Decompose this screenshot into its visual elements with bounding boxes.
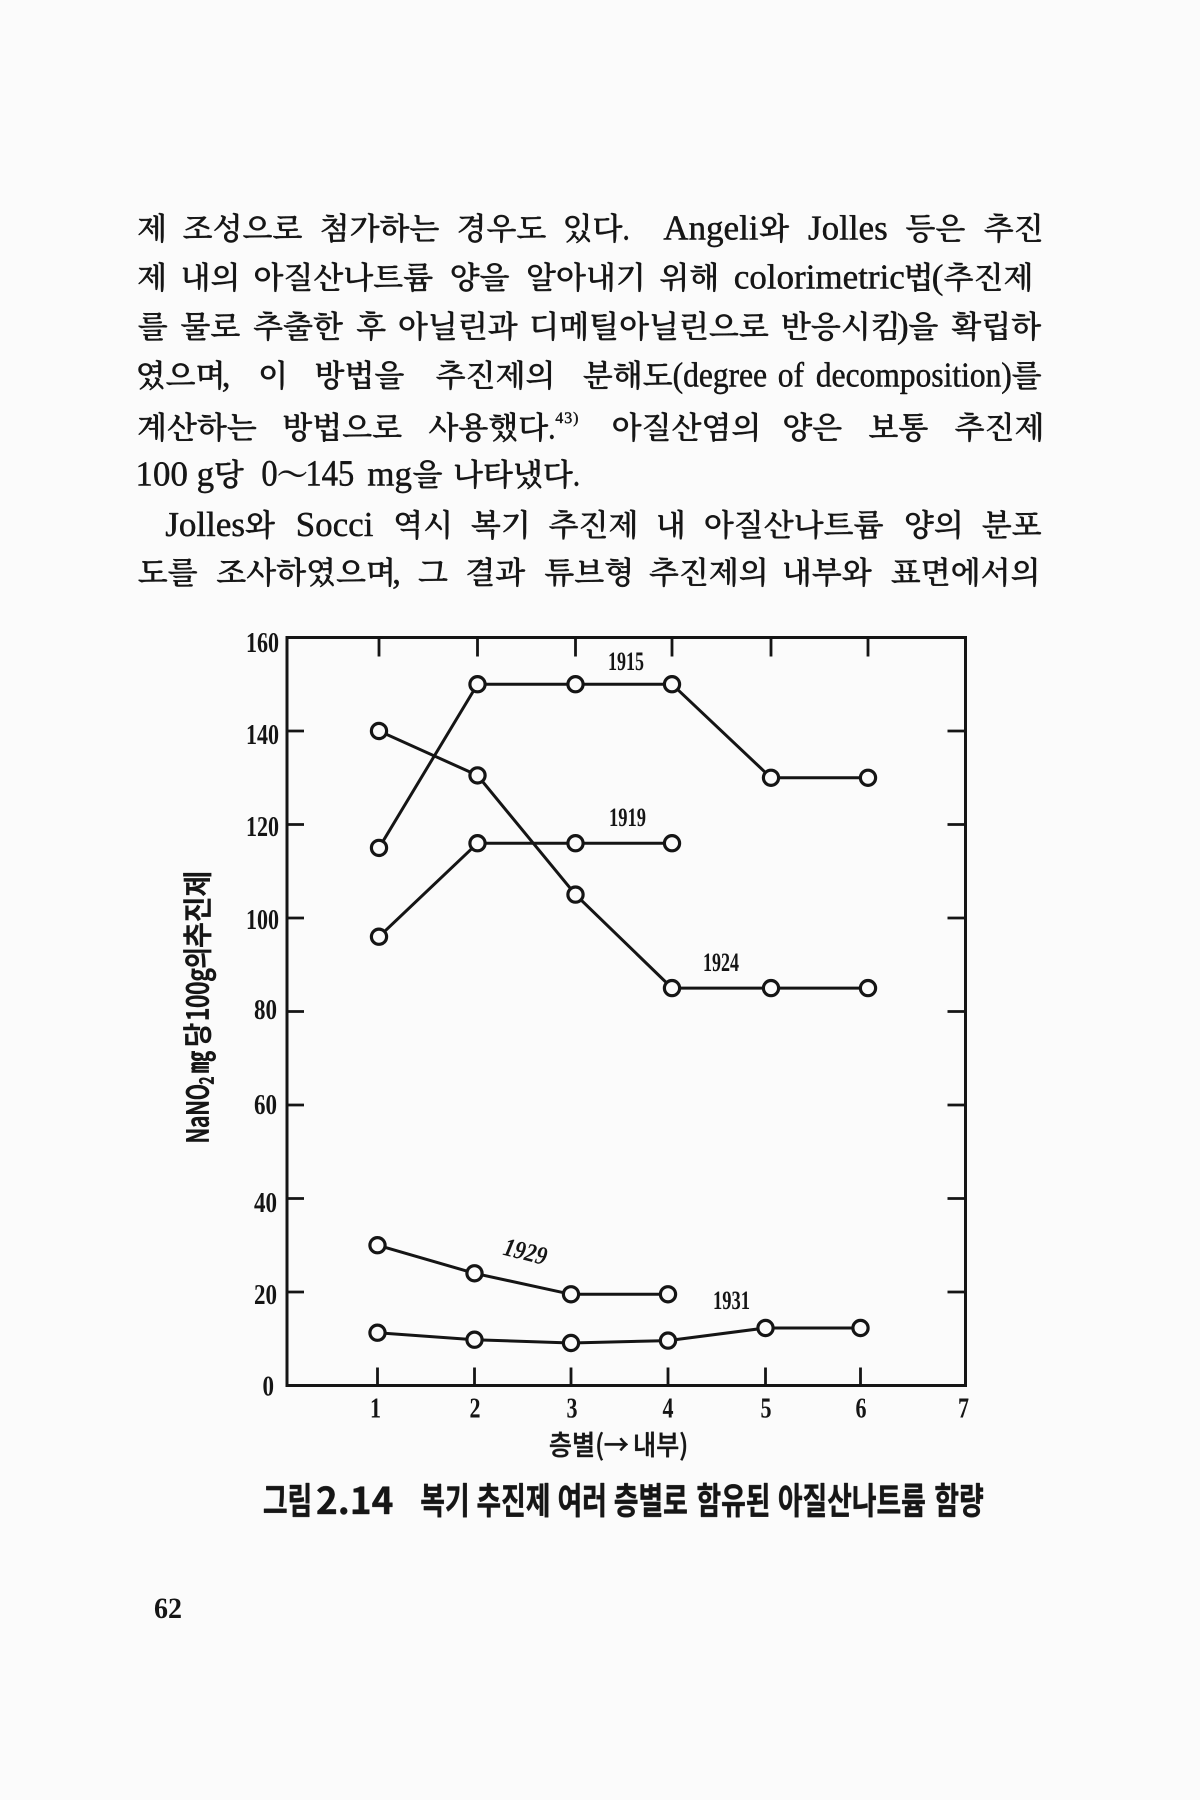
- svg-text:1: 1: [370, 1393, 381, 1425]
- svg-text:80: 80: [254, 994, 277, 1026]
- svg-text:140: 140: [246, 719, 279, 751]
- svg-text:40: 40: [254, 1187, 277, 1219]
- svg-text:100: 100: [246, 904, 279, 936]
- svg-text:0: 0: [263, 1371, 275, 1403]
- svg-text:160: 160: [246, 627, 279, 659]
- svg-text:60: 60: [254, 1089, 277, 1121]
- svg-text:2: 2: [470, 1393, 481, 1425]
- svg-text:20: 20: [254, 1279, 277, 1311]
- svg-text:6: 6: [856, 1393, 867, 1425]
- svg-text:7: 7: [958, 1393, 969, 1425]
- svg-text:1915: 1915: [608, 647, 644, 676]
- svg-text:1924: 1924: [703, 948, 739, 977]
- svg-text:1931: 1931: [713, 1286, 750, 1315]
- svg-text:1919: 1919: [609, 803, 646, 832]
- svg-text:3: 3: [567, 1393, 578, 1425]
- svg-text:120: 120: [246, 811, 279, 843]
- svg-text:62: 62: [154, 1592, 182, 1625]
- svg-text:5: 5: [761, 1393, 772, 1425]
- svg-text:4: 4: [663, 1393, 674, 1425]
